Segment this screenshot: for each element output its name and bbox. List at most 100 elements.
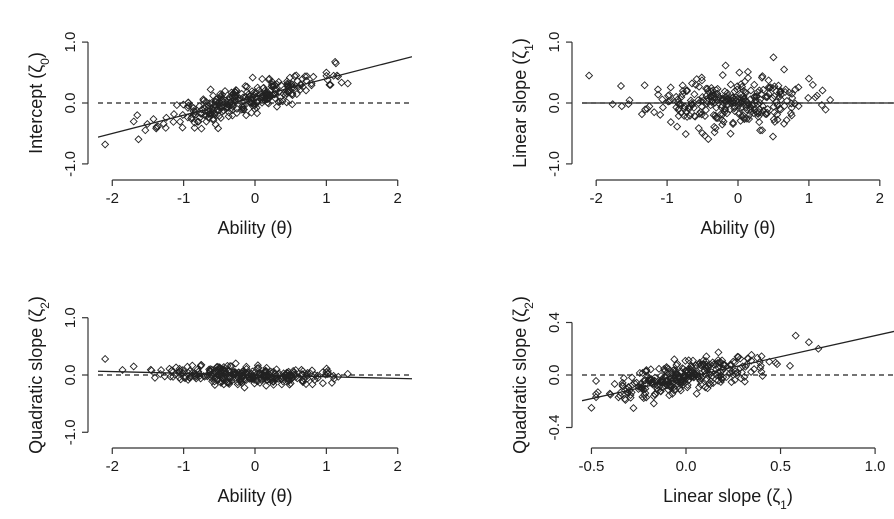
y-tick-label: 0.0 — [62, 365, 79, 386]
data-point — [692, 389, 701, 398]
data-point — [216, 90, 225, 99]
data-point — [274, 374, 283, 383]
data-point — [785, 88, 794, 97]
data-point — [183, 113, 192, 122]
data-point — [212, 106, 222, 115]
data-point — [618, 382, 627, 391]
data-point — [708, 93, 717, 102]
data-point — [758, 371, 767, 380]
data-point — [755, 104, 764, 113]
data-point — [787, 89, 797, 98]
data-point — [101, 140, 110, 149]
data-point — [714, 92, 723, 101]
data-point — [649, 399, 658, 408]
data-point — [770, 82, 779, 91]
data-point — [298, 74, 307, 83]
data-point — [711, 124, 720, 133]
data-point — [709, 379, 718, 388]
data-point — [687, 98, 696, 108]
data-point — [227, 362, 236, 371]
data-point — [731, 367, 740, 376]
data-point — [318, 368, 327, 377]
data-point — [746, 86, 755, 95]
y-tick-label: 1.0 — [62, 307, 79, 328]
axis-label-close: ) — [510, 38, 530, 44]
data-point — [755, 98, 764, 107]
axis-label-symbol: (θ) — [754, 218, 776, 238]
data-point — [764, 76, 773, 85]
data-point — [640, 81, 649, 90]
data-point — [650, 373, 659, 382]
data-point — [730, 358, 740, 367]
data-point — [771, 358, 780, 367]
data-point — [616, 391, 625, 400]
data-point — [736, 99, 745, 108]
data-point — [308, 380, 317, 389]
data-point — [670, 355, 679, 364]
data-point — [141, 126, 150, 135]
data-point — [635, 368, 644, 378]
data-point — [747, 367, 756, 376]
data-point — [697, 110, 706, 119]
data-point — [794, 102, 803, 111]
data-point — [665, 382, 674, 391]
data-point — [647, 379, 656, 388]
data-point — [696, 376, 705, 385]
data-point — [240, 383, 249, 392]
data-point — [730, 102, 739, 111]
x-tick-label: 0 — [251, 458, 259, 475]
data-point — [210, 377, 219, 386]
panel-quadratic-slope-vs-ability: -2 -1 0 1 2 -1.0 0.0 1.0 Ability (θ) Quadratic sl… — [26, 296, 412, 506]
data-point — [134, 135, 143, 144]
data-point — [697, 73, 706, 82]
data-point — [296, 85, 305, 94]
data-point — [669, 386, 679, 395]
data-point — [293, 374, 302, 383]
data-point — [747, 101, 756, 110]
data-point — [710, 128, 719, 137]
data-point — [690, 90, 699, 99]
data-point — [648, 379, 658, 388]
axis-label-close: ) — [26, 52, 46, 58]
data-point — [303, 372, 312, 381]
axis-label-text: Intercept — [26, 79, 46, 154]
data-point — [228, 90, 237, 100]
data-point — [770, 117, 779, 126]
data-point — [718, 116, 727, 125]
data-point — [169, 372, 178, 381]
data-point — [299, 374, 308, 383]
axis-label-subscript: 2 — [522, 302, 536, 309]
data-point — [178, 123, 187, 132]
data-point — [695, 82, 704, 91]
data-point — [697, 102, 706, 111]
data-point — [276, 97, 285, 106]
data-point — [782, 116, 791, 125]
data-point — [726, 80, 735, 89]
x-tick-label: 0.5 — [770, 458, 791, 475]
data-point — [662, 371, 671, 380]
x-axis-title: Ability (θ) — [217, 486, 292, 506]
data-point — [753, 88, 762, 97]
data-point — [274, 97, 283, 106]
data-point — [272, 365, 281, 374]
data-point — [233, 378, 242, 387]
data-point — [640, 390, 649, 399]
axis-label-close: ) — [26, 296, 46, 302]
x-axis-title: Ability (θ) — [217, 218, 292, 238]
data-point — [627, 388, 636, 397]
data-point — [244, 93, 253, 102]
data-point — [700, 111, 710, 120]
data-point — [195, 371, 204, 381]
data-point — [322, 364, 331, 373]
data-point — [215, 364, 224, 373]
data-point — [101, 354, 110, 364]
data-point — [768, 132, 778, 141]
data-point — [663, 375, 672, 384]
data-point — [721, 96, 730, 105]
data-point — [654, 364, 664, 373]
data-point — [218, 107, 227, 116]
data-point — [708, 371, 717, 380]
data-point — [216, 378, 226, 387]
data-point — [656, 110, 665, 119]
